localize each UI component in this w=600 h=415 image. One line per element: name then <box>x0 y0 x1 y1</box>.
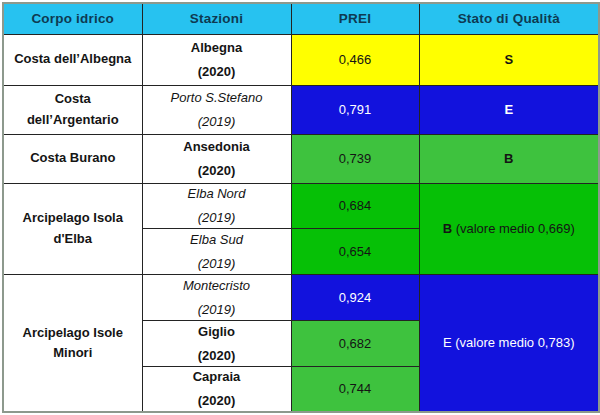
station-name: Montecristo <box>183 278 250 293</box>
prei-value-porto-s-stefano: 0,791 <box>291 85 419 134</box>
station-year: (2019) <box>198 302 236 317</box>
station-cell-giglio: Giglio (2020) <box>142 320 291 366</box>
station-cell-albegna: Albegna (2020) <box>142 34 291 85</box>
prei-value-elba-nord: 0,684 <box>291 183 419 228</box>
table-row: Arcipelago Isole Minori Montecristo (201… <box>3 274 599 320</box>
status-label: B <box>504 151 513 166</box>
station-cell-elba-nord: Elba Nord (2019) <box>142 183 291 228</box>
station-year: (2020) <box>198 163 236 178</box>
status-cell-argentario: E <box>419 85 599 134</box>
status-cell-albegna: S <box>419 34 599 85</box>
status-cell-isole-minori: E (valore medio 0,783) <box>419 274 599 412</box>
status-cell-isola-elba: B (valore medio 0,669) <box>419 183 599 274</box>
corpo-cell-albegna: Costa dell’Albegna <box>3 34 142 85</box>
station-name: Elba Sud <box>190 232 243 247</box>
prei-value-capraia: 0,744 <box>291 366 419 412</box>
table-row: Costa Burano Ansedonia (2020) 0,739 B <box>3 134 599 183</box>
header-row: Corpo idrico Stazioni PREI Stato di Qual… <box>3 3 599 34</box>
status-label: E <box>443 335 452 350</box>
station-year: (2020) <box>198 348 236 363</box>
header-cell-stazioni: Stazioni <box>142 3 291 34</box>
station-cell-montecristo: Montecristo (2019) <box>142 274 291 320</box>
station-year: (2019) <box>198 210 236 225</box>
prei-quality-table-screen: Corpo idrico Stazioni PREI Stato di Qual… <box>0 0 600 415</box>
prei-value-ansedonia: 0,739 <box>291 134 419 183</box>
table-row: Costa dell’Albegna Albegna (2020) 0,466 … <box>3 34 599 85</box>
prei-quality-table: Corpo idrico Stazioni PREI Stato di Qual… <box>2 2 600 413</box>
station-name: Porto S.Stefano <box>171 90 263 105</box>
status-cell-burano: B <box>419 134 599 183</box>
prei-value-montecristo: 0,924 <box>291 274 419 320</box>
table-row: Costa dell’Argentario Porto S.Stefano (2… <box>3 85 599 134</box>
status-note: (valore medio 0,783) <box>452 335 575 350</box>
station-year: (2019) <box>198 114 236 129</box>
station-cell-capraia: Capraia (2020) <box>142 366 291 412</box>
station-cell-elba-sud: Elba Sud (2019) <box>142 228 291 274</box>
station-cell-porto-s-stefano: Porto S.Stefano (2019) <box>142 85 291 134</box>
prei-value-albegna: 0,466 <box>291 34 419 85</box>
prei-value-elba-sud: 0,654 <box>291 228 419 274</box>
station-name: Elba Nord <box>188 186 246 201</box>
corpo-cell-isole-minori: Arcipelago Isole Minori <box>3 274 142 412</box>
station-name: Ansedonia <box>183 139 249 154</box>
station-cell-ansedonia: Ansedonia (2020) <box>142 134 291 183</box>
corpo-cell-argentario: Costa dell’Argentario <box>3 85 142 134</box>
station-year: (2019) <box>198 256 236 271</box>
station-year: (2020) <box>198 64 236 79</box>
header-cell-corpo-idrico: Corpo idrico <box>3 3 142 34</box>
station-name: Capraia <box>193 369 241 384</box>
station-name: Giglio <box>198 324 235 339</box>
status-note: (valore medio 0,669) <box>452 221 575 236</box>
prei-value-giglio: 0,682 <box>291 320 419 366</box>
status-label: B <box>443 221 452 236</box>
status-label: E <box>504 102 513 117</box>
corpo-cell-burano: Costa Burano <box>3 134 142 183</box>
header-cell-stato-di-qualita: Stato di Qualità <box>419 3 599 34</box>
station-name: Albegna <box>191 40 242 55</box>
corpo-cell-isola-elba: Arcipelago Isola d'Elba <box>3 183 142 274</box>
table-row: Arcipelago Isola d'Elba Elba Nord (2019)… <box>3 183 599 228</box>
header-cell-prei: PREI <box>291 3 419 34</box>
station-year: (2020) <box>198 393 236 408</box>
status-label: S <box>504 52 513 67</box>
